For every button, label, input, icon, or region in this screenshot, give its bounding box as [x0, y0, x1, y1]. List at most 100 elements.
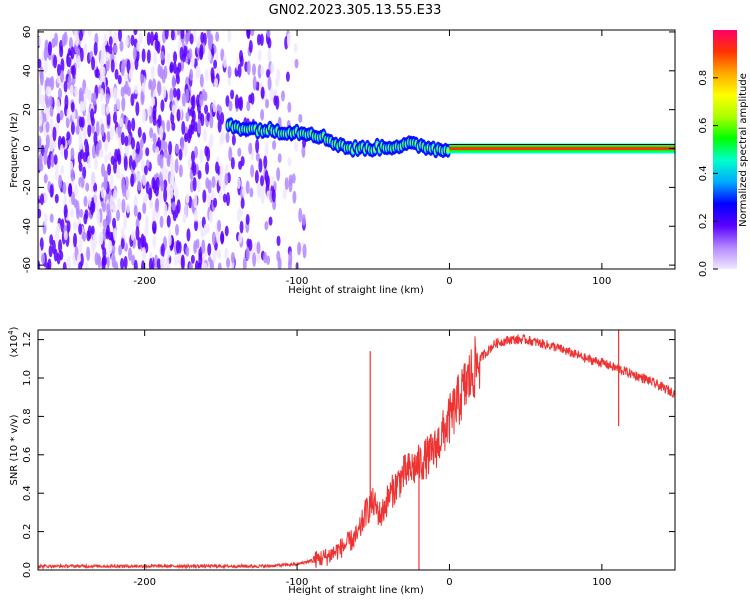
- noise-speckle: [133, 84, 138, 95]
- noise-speckle: [163, 179, 168, 190]
- noise-speckle: [169, 176, 174, 192]
- noise-speckle: [67, 56, 72, 68]
- noise-speckle: [175, 74, 180, 85]
- noise-speckle: [140, 159, 145, 174]
- colorbar: 0.0 0.2 0.4 0.6 0.8 Normalized spectral ampl…: [698, 30, 749, 277]
- noise-speckle: [288, 174, 293, 186]
- noise-speckle: [75, 33, 80, 47]
- noise-speckle: [120, 62, 125, 77]
- x-tick-label: 0: [446, 577, 452, 588]
- noise-speckle: [148, 187, 153, 201]
- noise-speckle: [294, 141, 299, 152]
- noise-speckle: [178, 164, 183, 178]
- noise-speckle: [63, 230, 68, 241]
- noise-speckle: [163, 65, 168, 80]
- noise-speckle: [43, 59, 48, 74]
- noise-speckle: [160, 255, 165, 269]
- noise-speckle: [204, 68, 209, 82]
- noise-speckle: [151, 220, 156, 234]
- noise-speckle: [140, 233, 145, 248]
- noise-speckle: [276, 235, 281, 247]
- noise-speckle: [193, 209, 198, 222]
- noise-speckle: [285, 71, 290, 82]
- noise-speckle: [268, 216, 273, 226]
- noise-speckle: [184, 32, 189, 45]
- noise-speckle: [224, 247, 229, 260]
- spectrogram-x-ticks: -200 -100 0 100: [133, 30, 611, 287]
- noise-speckle: [209, 259, 214, 269]
- noise-speckle: [185, 111, 190, 122]
- noise-speckle: [119, 40, 124, 52]
- noise-speckle: [207, 50, 212, 62]
- noise-speckle: [220, 131, 225, 144]
- noise-speckle: [185, 193, 190, 204]
- noise-speckle: [206, 30, 211, 38]
- noise-speckle: [256, 33, 261, 46]
- noise-speckle: [164, 30, 169, 40]
- noise-speckle: [217, 249, 222, 260]
- noise-speckle: [48, 95, 53, 107]
- noise-speckle: [250, 92, 255, 105]
- noise-speckle: [193, 121, 198, 133]
- noise-speckle: [180, 254, 185, 269]
- noise-speckle: [230, 89, 235, 100]
- noise-speckle: [250, 164, 255, 178]
- noise-speckle: [141, 48, 146, 63]
- noise-speckle: [159, 125, 164, 141]
- noise-speckle: [74, 184, 79, 197]
- noise-speckle: [218, 105, 223, 116]
- noise-speckle: [200, 227, 205, 239]
- x-tick-label: 0: [446, 276, 452, 287]
- noise-speckle: [152, 142, 157, 153]
- noise-speckle: [111, 243, 116, 256]
- noise-speckle: [162, 85, 167, 99]
- noise-speckle: [169, 88, 174, 102]
- noise-speckle: [66, 131, 71, 141]
- noise-speckle: [116, 165, 121, 181]
- noise-speckle: [38, 208, 42, 219]
- noise-speckle: [99, 148, 104, 158]
- noise-speckle: [163, 203, 168, 218]
- noise-speckle: [171, 75, 176, 90]
- noise-speckle: [109, 174, 114, 187]
- spectrogram-y-label: Frequency (Hz): [9, 112, 20, 188]
- noise-speckle: [49, 213, 54, 223]
- noise-speckle: [166, 119, 171, 132]
- noise-speckle: [180, 136, 185, 152]
- noise-speckle: [107, 163, 112, 176]
- y-tick-label: -20: [22, 179, 33, 195]
- noise-speckle: [217, 262, 222, 269]
- snr-marks: [38, 330, 675, 570]
- noise-speckle: [248, 142, 253, 155]
- noise-speckle: [49, 234, 54, 246]
- noise-speckle: [95, 121, 100, 137]
- noise-speckle: [131, 117, 136, 132]
- noise-speckle: [102, 218, 107, 229]
- y-tick-label: 20: [22, 103, 33, 116]
- noise-speckle: [239, 55, 244, 67]
- noise-speckle: [39, 237, 44, 251]
- noise-speckle: [132, 46, 137, 61]
- noise-speckle: [137, 181, 142, 192]
- x-tick-label: -200: [133, 276, 156, 287]
- noise-speckle: [226, 257, 231, 269]
- noise-speckle: [101, 163, 106, 177]
- noise-speckle: [92, 92, 97, 106]
- noise-speckle: [257, 49, 262, 62]
- noise-speckle: [113, 189, 118, 202]
- noise-speckle: [99, 88, 104, 102]
- noise-speckle: [227, 65, 232, 79]
- noise-speckle: [196, 36, 201, 49]
- noise-speckle: [123, 156, 128, 171]
- noise-speckle: [171, 121, 176, 132]
- noise-speckle: [215, 161, 220, 174]
- noise-speckle: [174, 158, 179, 174]
- snr-x-ticks: -200 -100 0 100: [133, 330, 611, 588]
- noise-speckle: [188, 124, 193, 140]
- noise-speckle: [234, 94, 239, 109]
- noise-speckle: [255, 152, 260, 162]
- noise-speckle: [93, 41, 98, 56]
- noise-speckle: [172, 61, 177, 74]
- noise-speckle: [166, 52, 171, 65]
- noise-speckle: [298, 207, 303, 223]
